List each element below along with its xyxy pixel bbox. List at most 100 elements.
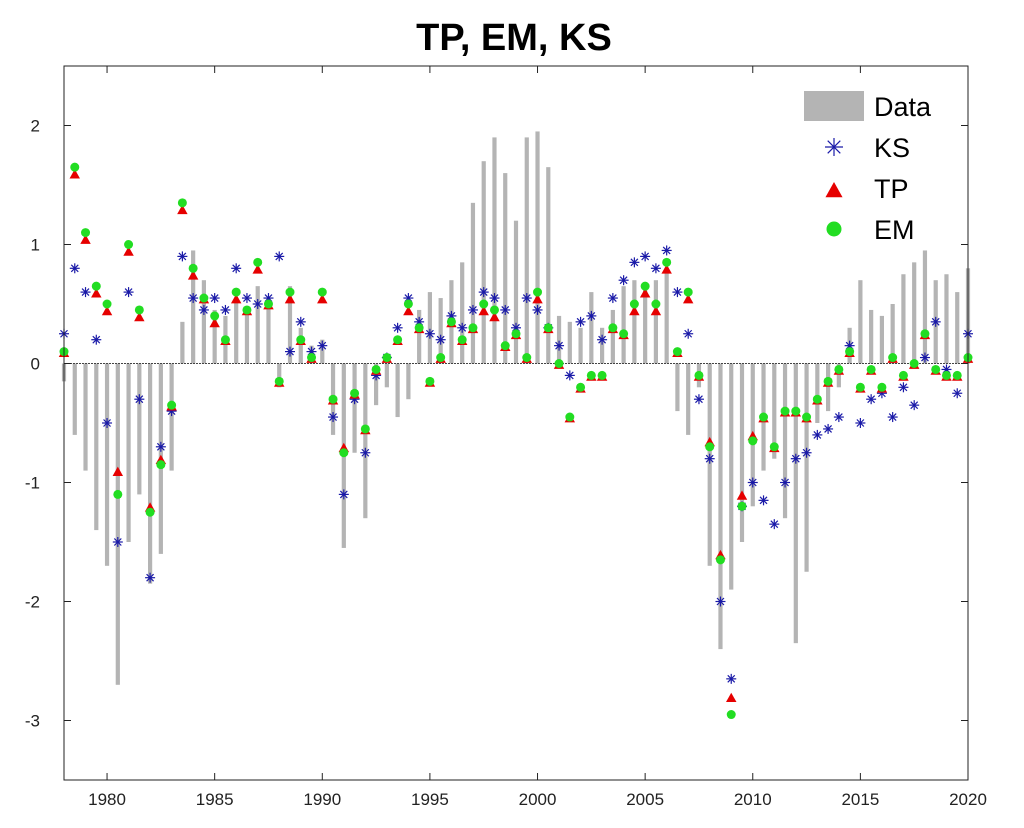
ks-point <box>285 346 295 357</box>
tp-point <box>650 305 662 316</box>
y-tick-label: 2 <box>31 117 40 136</box>
ks-point <box>564 370 575 381</box>
em-point <box>565 412 575 422</box>
ks-point <box>715 596 726 607</box>
ks-point <box>554 340 565 351</box>
ks-point <box>338 489 349 500</box>
em-point <box>274 376 284 386</box>
ks-point <box>198 304 209 315</box>
ks-point <box>467 304 478 315</box>
data-bar <box>244 309 250 364</box>
em-point <box>156 460 166 470</box>
em-point <box>823 376 833 386</box>
data-bar <box>137 363 142 495</box>
tp-point <box>177 204 188 215</box>
chart-title: TP, EM, KS <box>416 17 612 59</box>
data-bar <box>503 173 508 364</box>
plot-area-frame <box>63 65 969 781</box>
data-bar <box>352 363 357 453</box>
data-bar <box>599 327 605 364</box>
data-bar <box>417 309 422 364</box>
ks-point <box>500 304 511 315</box>
em-point <box>91 281 101 291</box>
data-bar <box>664 268 669 364</box>
ks-point <box>586 310 597 321</box>
em-point <box>715 555 725 565</box>
data-bar <box>944 274 949 364</box>
data-bar <box>718 363 723 650</box>
em-point <box>802 412 812 422</box>
data-bar <box>782 363 788 519</box>
ks-point <box>812 429 823 440</box>
em-point <box>70 162 80 172</box>
em-point <box>403 299 413 309</box>
data-bar <box>729 363 734 590</box>
ks-point <box>780 477 791 488</box>
em-point <box>522 353 532 363</box>
em-point <box>177 198 187 208</box>
legend-item-em: EM <box>826 215 915 245</box>
ks-point <box>134 394 145 405</box>
em-point <box>931 364 941 374</box>
em-point <box>662 257 672 267</box>
data-bar <box>384 363 389 388</box>
em-point <box>124 240 134 249</box>
ks-series <box>59 245 973 684</box>
em-point <box>296 335 306 345</box>
em-point <box>414 323 424 333</box>
data-bar <box>460 262 465 364</box>
legend-label: EM <box>874 215 915 245</box>
em-point <box>683 287 693 297</box>
tp-point <box>736 490 748 500</box>
em-point <box>231 287 241 297</box>
ks-point <box>274 251 285 262</box>
y-tick-label: -3 <box>25 712 40 731</box>
data-bar <box>686 363 691 435</box>
data-bar <box>879 315 885 364</box>
data-bar <box>277 363 282 388</box>
ks-point <box>392 322 403 333</box>
data-bar <box>363 363 368 519</box>
em-point <box>791 406 801 416</box>
em-point <box>113 489 123 499</box>
legend: Data KS TP EM <box>804 91 932 245</box>
em-point <box>705 442 715 452</box>
ks-point <box>833 412 844 423</box>
ks-point <box>102 418 113 428</box>
em-point <box>253 257 263 267</box>
tp-point <box>209 317 220 328</box>
ks-point <box>607 293 618 304</box>
data-bar <box>578 327 583 364</box>
em-point <box>543 323 553 333</box>
ks-point <box>532 304 543 315</box>
data-bar <box>147 363 153 584</box>
em-point <box>81 228 91 238</box>
data-bar <box>589 292 594 364</box>
ks-point <box>919 352 930 363</box>
ks-point <box>683 328 694 339</box>
data-bar <box>793 363 798 644</box>
data-bar <box>83 363 88 471</box>
em-point <box>726 710 736 720</box>
data-bars <box>61 131 971 685</box>
em-point <box>909 359 919 368</box>
ks-point <box>693 394 704 405</box>
em-point <box>339 448 349 458</box>
em-point <box>619 329 629 339</box>
ks-point <box>618 275 629 286</box>
data-bar <box>287 286 293 364</box>
em-point <box>737 501 747 511</box>
tp-point <box>230 294 242 304</box>
em-point <box>436 353 446 363</box>
data-bar <box>126 363 131 542</box>
ks-point <box>930 316 941 327</box>
em-point <box>855 382 865 392</box>
ks-point <box>521 293 532 304</box>
x-tick-label: 1990 <box>303 790 341 809</box>
ks-point <box>726 673 737 684</box>
ks-point <box>457 322 468 333</box>
em-point <box>629 299 639 309</box>
data-bar <box>675 363 680 412</box>
legend-swatch-em <box>826 221 842 237</box>
em-point <box>769 442 779 452</box>
